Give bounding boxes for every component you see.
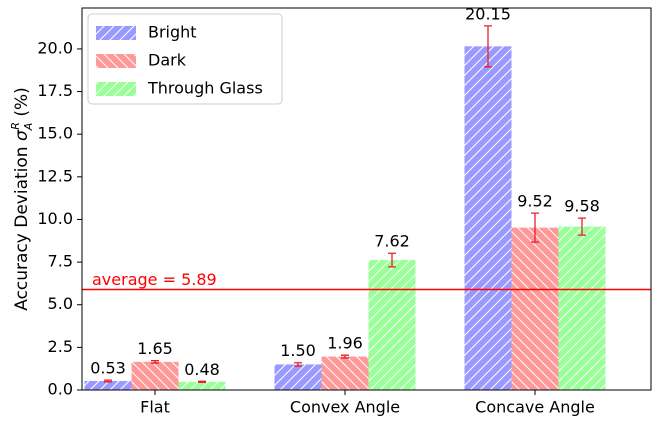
plot-frame [81,7,652,391]
y-label-part: Accuracy Deviation [12,141,32,311]
legend-box [87,13,283,105]
y-tick-label: 7.5 [48,252,73,271]
error-bar [104,379,112,383]
y-tick-label: 12.5 [37,166,73,185]
error-bar [294,362,302,367]
value-label: 1.65 [137,339,173,358]
y-tick-label: 0.0 [48,380,73,399]
bar [511,227,559,390]
legend-label: Dark [148,51,187,70]
error-bar [341,354,349,359]
legend-swatch [96,26,136,40]
value-label: 1.96 [327,334,363,353]
bar [84,380,132,390]
value-label: 20.15 [465,4,511,23]
value-label: 9.52 [517,192,553,211]
error-bar [484,25,492,68]
value-label: 0.48 [184,360,220,379]
error-bar [151,360,159,364]
y-label-part: R [9,122,22,130]
bar [321,356,369,390]
y-label-part: (%) [12,87,32,122]
bar [558,226,606,390]
value-label: 7.62 [374,232,410,251]
error-bar [578,217,586,236]
bar [178,381,226,390]
x-tick-label: Concave Angle [475,398,595,417]
legend-label: Through Glass [147,79,263,98]
y-label-part: A [22,123,35,132]
y-tick-label: 10.0 [37,209,73,228]
x-tick-label: Convex Angle [290,398,400,417]
y-label-part: σ [12,129,32,141]
bar [464,46,512,390]
y-tick-label: 15.0 [37,124,73,143]
y-axis-label: Accuracy Deviation σAR (%) [9,87,35,311]
y-tick-label: 17.5 [37,81,73,100]
bar [131,361,179,390]
average-label: average = 5.89 [92,270,217,289]
y-tick-label: 20.0 [37,38,73,57]
error-bar [531,212,539,243]
value-label: 1.50 [280,341,316,360]
y-tick-label: 5.0 [48,294,73,313]
legend-swatch [96,54,136,68]
value-label: 9.58 [564,197,600,216]
error-bar [198,380,206,383]
x-tick-label: Flat [140,398,170,417]
value-label: 0.53 [90,359,126,378]
bar [368,260,416,390]
bar [274,364,322,390]
y-tick-label: 2.5 [48,337,73,356]
legend-swatch [96,82,136,96]
legend-label: Bright [148,23,197,42]
error-bar [388,252,396,268]
